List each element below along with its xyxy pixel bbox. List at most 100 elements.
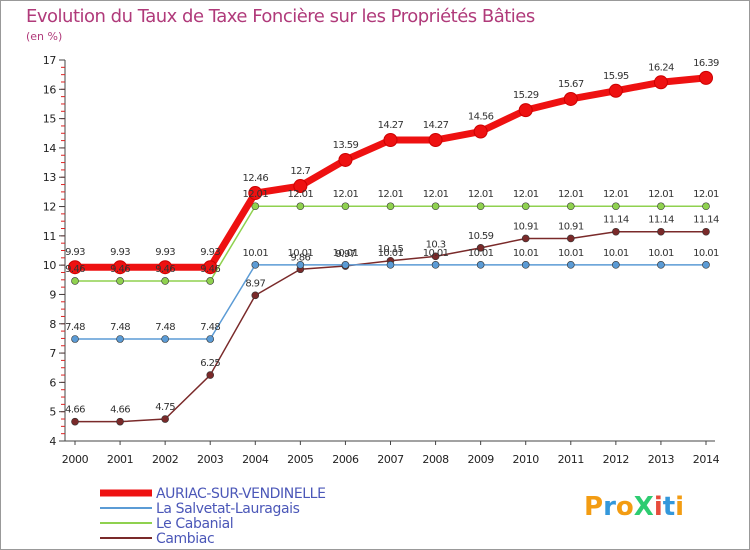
data-point-le-cabanial bbox=[612, 202, 620, 211]
data-label-cambiac: 11.14 bbox=[648, 215, 674, 226]
data-label-le-cabanial: 12.01 bbox=[603, 189, 629, 200]
data-point-la-salvetat-lauragais bbox=[521, 261, 530, 269]
data-label-le-cabanial: 12.01 bbox=[693, 189, 719, 200]
data-point-le-cabanial bbox=[386, 202, 395, 211]
data-label-la-salvetat-lauragais: 7.48 bbox=[155, 322, 175, 333]
y-tick-label: 15 bbox=[43, 113, 57, 126]
data-point-le-cabanial bbox=[476, 202, 485, 211]
data-point-le-cabanial bbox=[161, 277, 169, 285]
data-label-auriac-sur-vendinelle: 16.39 bbox=[693, 58, 719, 69]
x-tick-label: 2001 bbox=[107, 453, 133, 466]
data-label-la-salvetat-lauragais: 7.48 bbox=[110, 322, 130, 333]
data-point-la-salvetat-lauragais bbox=[702, 261, 710, 269]
y-tick-label: 6 bbox=[49, 376, 56, 389]
data-point-le-cabanial bbox=[702, 202, 710, 211]
data-point-cambiac bbox=[612, 227, 620, 236]
logo-letter: P bbox=[584, 492, 603, 522]
y-tick-label: 12 bbox=[43, 201, 56, 214]
data-point-auriac-sur-vendinelle bbox=[428, 133, 443, 148]
data-label-cambiac: 9.97 bbox=[335, 249, 355, 260]
data-label-le-cabanial: 12.01 bbox=[378, 189, 404, 200]
data-point-cambiac bbox=[657, 227, 665, 236]
data-point-auriac-sur-vendinelle bbox=[158, 260, 173, 275]
chart-title: Evolution du Taux de Taxe Foncière sur l… bbox=[26, 6, 535, 27]
data-point-auriac-sur-vendinelle bbox=[383, 133, 398, 148]
data-label-la-salvetat-lauragais: 10.01 bbox=[333, 248, 359, 259]
data-label-auriac-sur-vendinelle: 9.93 bbox=[200, 247, 220, 258]
data-label-le-cabanial: 12.01 bbox=[333, 189, 359, 200]
y-tick-label: 13 bbox=[43, 171, 57, 184]
data-label-le-cabanial: 9.46 bbox=[200, 264, 220, 275]
legend-label-cambiac: Cambiac bbox=[156, 531, 214, 547]
legend-label-la-salvetat-lauragais: La Salvetat-Lauragais bbox=[156, 501, 300, 517]
data-label-le-cabanial: 12.01 bbox=[513, 189, 539, 200]
data-label-auriac-sur-vendinelle: 12.7 bbox=[290, 166, 310, 177]
data-label-le-cabanial: 12.01 bbox=[288, 189, 314, 200]
data-point-le-cabanial bbox=[296, 202, 305, 211]
y-tick-label: 11 bbox=[43, 230, 56, 243]
data-point-la-salvetat-lauragais bbox=[566, 261, 575, 269]
data-point-cambiac bbox=[521, 234, 530, 243]
data-point-auriac-sur-vendinelle bbox=[473, 124, 488, 139]
data-label-la-salvetat-lauragais: 10.01 bbox=[648, 248, 674, 259]
data-label-la-salvetat-lauragais: 10.01 bbox=[288, 248, 314, 259]
data-label-le-cabanial: 9.46 bbox=[65, 264, 85, 275]
axes: 4 5 6 7 8 9 10 11 12 13 14 15 16 17 2000 2001 2002 2003 20… bbox=[43, 54, 720, 466]
logo-letter: X bbox=[634, 492, 654, 522]
y-tick-label: 5 bbox=[49, 406, 56, 419]
data-label-cambiac: 4.75 bbox=[155, 402, 175, 413]
data-point-le-cabanial bbox=[657, 202, 665, 211]
data-label-cambiac: 9.86 bbox=[290, 252, 310, 263]
x-tick-label: 2004 bbox=[242, 453, 269, 466]
logo-letter: r bbox=[603, 492, 616, 522]
data-point-la-salvetat-lauragais bbox=[71, 335, 79, 343]
data-label-cambiac: 6.25 bbox=[200, 358, 220, 369]
y-tick-label: 8 bbox=[49, 318, 56, 331]
data-point-la-salvetat-lauragais bbox=[161, 335, 169, 343]
data-label-le-cabanial: 9.46 bbox=[110, 264, 130, 275]
data-point-auriac-sur-vendinelle bbox=[113, 260, 128, 275]
y-tick-label: 14 bbox=[43, 142, 57, 155]
x-tick-label: 2003 bbox=[197, 453, 224, 466]
data-point-la-salvetat-lauragais bbox=[251, 261, 260, 269]
y-tick-label: 9 bbox=[49, 288, 56, 301]
x-tick-label: 2012 bbox=[603, 453, 629, 466]
data-point-le-cabanial bbox=[341, 202, 350, 211]
data-point-cambiac bbox=[431, 252, 440, 261]
data-point-la-salvetat-lauragais bbox=[657, 261, 665, 269]
data-label-auriac-sur-vendinelle: 16.24 bbox=[648, 62, 674, 73]
data-label-auriac-sur-vendinelle: 15.29 bbox=[513, 90, 539, 101]
data-point-auriac-sur-vendinelle bbox=[518, 103, 533, 118]
legend-label-le-cabanial: Le Cabanial bbox=[156, 516, 233, 532]
data-point-auriac-sur-vendinelle bbox=[293, 179, 308, 194]
data-label-auriac-sur-vendinelle: 14.27 bbox=[378, 120, 404, 131]
chart-subtitle: (en %) bbox=[26, 30, 62, 43]
data-label-auriac-sur-vendinelle: 15.67 bbox=[558, 79, 584, 90]
x-tick-label: 2002 bbox=[152, 453, 178, 466]
data-label-le-cabanial: 12.01 bbox=[468, 189, 494, 200]
x-tick-label: 2011 bbox=[558, 453, 584, 466]
x-tick-label: 2005 bbox=[287, 453, 314, 466]
data-point-le-cabanial bbox=[251, 202, 260, 211]
data-label-cambiac: 10.15 bbox=[378, 244, 404, 255]
data-label-la-salvetat-lauragais: 10.01 bbox=[693, 248, 719, 259]
series-layer bbox=[68, 70, 713, 426]
data-label-la-salvetat-lauragais: 10.01 bbox=[558, 248, 584, 259]
x-tick-label: 2008 bbox=[422, 453, 449, 466]
y-tick-label: 16 bbox=[43, 83, 57, 96]
data-label-auriac-sur-vendinelle: 9.93 bbox=[110, 247, 130, 258]
logo-letter: o bbox=[616, 492, 634, 522]
data-point-la-salvetat-lauragais bbox=[386, 261, 395, 269]
data-point-cambiac bbox=[206, 371, 215, 379]
data-point-le-cabanial bbox=[521, 202, 530, 211]
data-label-auriac-sur-vendinelle: 14.27 bbox=[423, 120, 449, 131]
x-tick-label: 2000 bbox=[62, 453, 89, 466]
logo-letter: t bbox=[663, 492, 675, 522]
data-point-auriac-sur-vendinelle bbox=[338, 152, 353, 167]
data-point-auriac-sur-vendinelle bbox=[203, 260, 218, 275]
data-label-cambiac: 11.14 bbox=[603, 215, 629, 226]
data-label-cambiac: 8.97 bbox=[245, 278, 265, 289]
